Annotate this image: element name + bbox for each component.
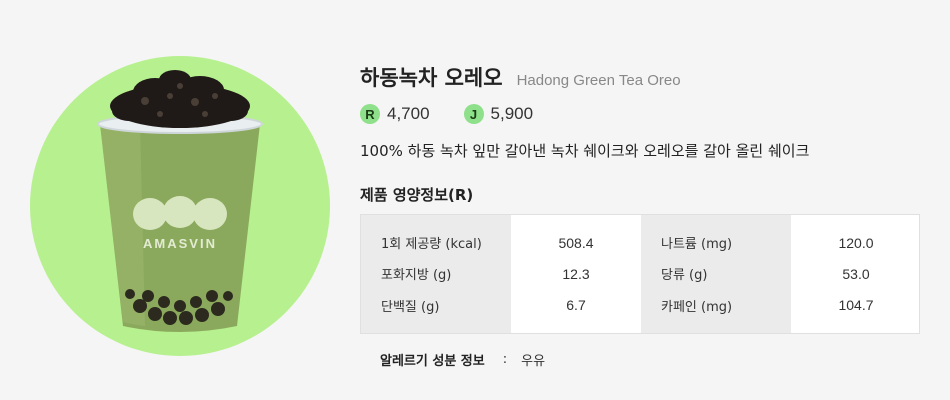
allergy-label: 알레르기 성분 정보 xyxy=(380,354,485,369)
allergy-info: 알레르기 성분 정보 : 우유 xyxy=(360,350,920,369)
size-badge-j: J xyxy=(463,104,484,124)
nutrition-label: 카페인 (mg) xyxy=(661,299,733,315)
nutrition-label: 1회 제공량 (kcal) xyxy=(381,237,482,253)
nutrition-label: 나트륨 (mg) xyxy=(661,237,733,253)
allergy-separator: : xyxy=(502,352,508,367)
nutrition-value: 104.7 xyxy=(838,297,874,314)
product-image: AMASVIN xyxy=(30,56,330,356)
price-regular: R 4,700 xyxy=(360,104,430,124)
product-name-en: Hadong Green Tea Oreo xyxy=(516,72,681,89)
nutrition-value: 508.4 xyxy=(558,234,594,251)
green-tea-oreo-drink-icon: AMASVIN xyxy=(30,56,330,356)
nutrition-value: 53.0 xyxy=(842,265,870,282)
title-row: 하동녹차 오레오 Hadong Green Tea Oreo xyxy=(360,62,920,96)
price-value-r: 4,700 xyxy=(387,104,430,123)
price-value-j: 5,900 xyxy=(490,104,534,123)
product-description: 100% 하동 녹차 잎만 갈아낸 녹차 쉐이크와 오레오를 갈아 올린 쉐이크 xyxy=(360,142,810,160)
nutrition-label: 단백질 (g) xyxy=(381,299,440,315)
nutrition-label: 포화지방 (g) xyxy=(381,268,452,284)
nutrition-value: 12.3 xyxy=(562,265,590,282)
nutrition-table: 1회 제공량 (kcal) 508.4 나트륨 (mg) 120.0 포화지방 … xyxy=(360,214,920,334)
nutrition-label: 당류 (g) xyxy=(661,268,708,284)
product-name-ko: 하동녹차 오레오 xyxy=(360,66,503,90)
nutrition-value: 120.0 xyxy=(838,234,874,251)
nutrition-value: 6.7 xyxy=(566,297,586,314)
product-info: 하동녹차 오레오 Hadong Green Tea Oreo R 4,700 J… xyxy=(360,62,920,369)
price-jumbo: J 5,900 xyxy=(463,104,534,124)
cup-logo-text: AMASVIN xyxy=(143,236,217,251)
allergy-value: 우유 xyxy=(521,354,546,369)
size-badge-r: R xyxy=(360,104,380,124)
price-row: R 4,700 J 5,900 xyxy=(360,102,920,126)
nutrition-title: 제품 영양정보(R) xyxy=(360,186,474,204)
